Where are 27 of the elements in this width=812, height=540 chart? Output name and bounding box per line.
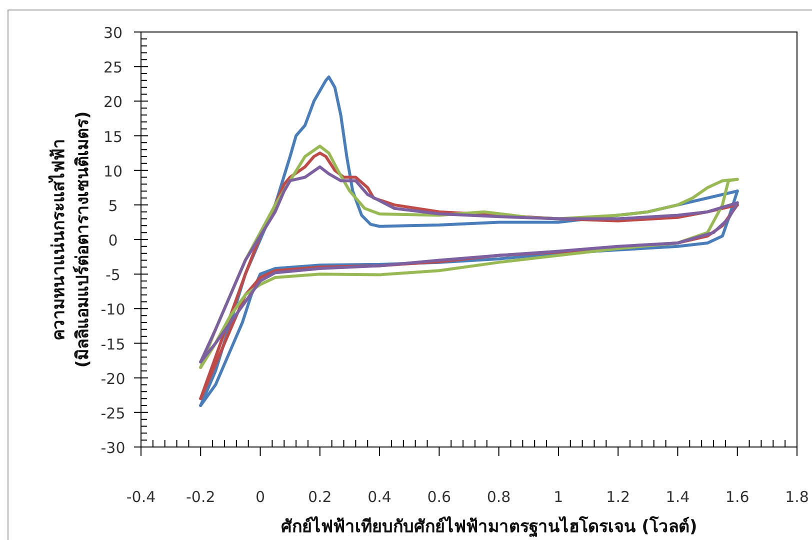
x-tick-label: 0	[256, 488, 266, 506]
x-tick-label: 0.8	[486, 488, 511, 506]
x-tick-label: 1.4	[666, 488, 690, 506]
x-tick-label: -0.2	[186, 488, 216, 506]
x-axis-title: ศักย์ไฟฟ้าเทียบกับศักย์ไฟฟ้ามาตรฐานไฮโดรเจน (โวลต์)	[280, 516, 698, 538]
y-tick-label: -25	[100, 404, 126, 422]
y-tick-label: 30	[103, 24, 123, 42]
y-tick-label: -30	[100, 439, 126, 457]
y-tick-label: -10	[100, 300, 126, 319]
y-tick-label: 10	[103, 162, 123, 180]
x-tick-label: 1	[554, 488, 564, 506]
x-tick-label: 1.8	[785, 488, 809, 506]
x-tick-label: 1.6	[725, 488, 750, 506]
y-axis-title: ความหนาแน่นกระแสไฟฟ้า (มิลลิแอมแปร์ต่อตารางเซนติเมตร)	[48, 111, 93, 368]
y-tick-label: 15	[103, 128, 123, 146]
y-tick-label: -15	[100, 335, 126, 354]
x-tick-label: 0.4	[368, 488, 392, 506]
y-tick-label: 20	[103, 93, 123, 112]
x-tick-label: 0.6	[427, 488, 452, 506]
x-tick-label: -0.4	[126, 488, 156, 506]
y-tick-label: 25	[103, 58, 123, 77]
y-tick-label: -20	[100, 370, 126, 388]
y-tick-label: 5	[108, 196, 118, 215]
y-tick-label: -5	[106, 266, 120, 284]
x-tick-label: 0.2	[308, 488, 332, 506]
y-tick-label: 0	[108, 232, 118, 250]
x-tick-label: 1.2	[606, 488, 630, 506]
